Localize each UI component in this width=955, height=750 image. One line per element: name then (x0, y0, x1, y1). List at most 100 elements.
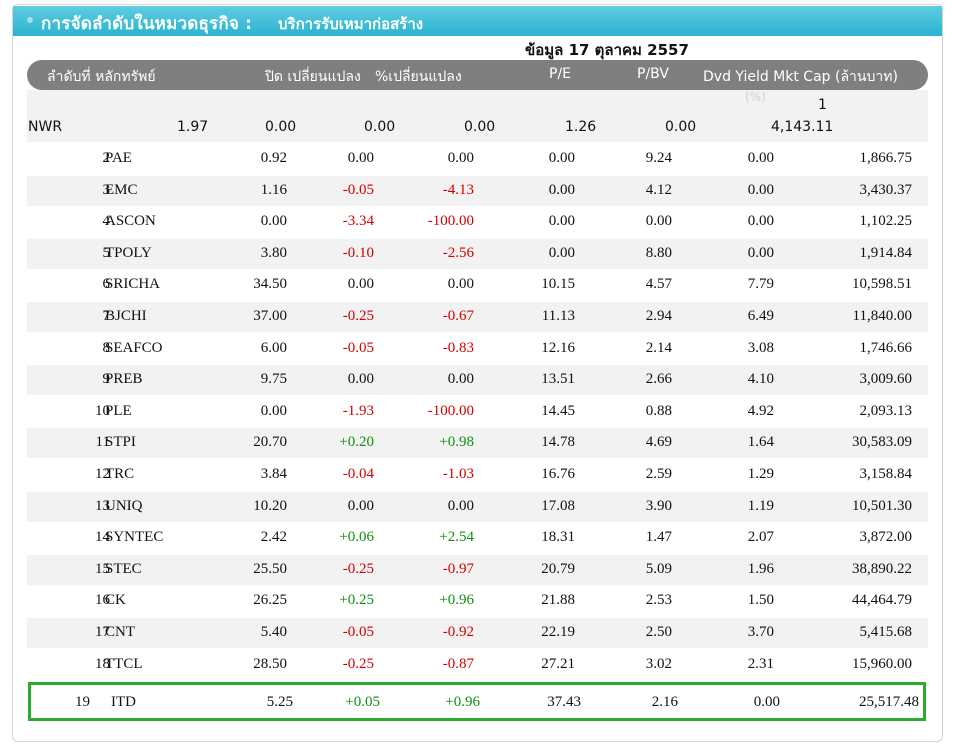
cell-rank: 13 (95, 497, 110, 514)
cell-pbv: 0.00 (645, 213, 672, 230)
cell-dvd-yield: 0.00 (747, 150, 774, 166)
table-row[interactable]: 11 STPI 20.70 +0.20 +0.98 14.78 4.69 1.64 30,583… (27, 428, 928, 459)
cell-pct-change: +2.54 (439, 529, 474, 546)
cell-rank: 4 (102, 213, 111, 230)
title-bar: การจัดลำดับในหมวดธุรกิจ : บริการรับเหมาก… (13, 6, 942, 36)
cell-pe: 27.21 (541, 655, 575, 672)
table-row[interactable]: 10 PLE 0.00 -1.93 -100.00 14.45 0.88 4.92 2,093.… (27, 397, 928, 427)
cell-pe: 0.00 (548, 181, 575, 198)
table-row[interactable]: 18 TTCL 28.50 -0.25 -0.87 27.21 3.02 2.31 15,960… (27, 650, 928, 680)
cell-close: 2.42 (260, 529, 287, 546)
table-row[interactable]: 12 TRC 3.84 -0.04 -1.03 16.76 2.59 1.29 3,158.84 (27, 460, 928, 490)
cell-symbol[interactable]: TTCL (105, 655, 143, 672)
first-row-dvd: 0.00 (665, 119, 697, 135)
cell-pbv: 2.53 (645, 592, 672, 609)
cell-symbol[interactable]: PLE (105, 402, 132, 419)
cell-close: 5.40 (260, 624, 287, 640)
table-row[interactable]: 16 CK 26.25 +0.25 +0.96 21.88 2.53 1.50 44,464.7… (27, 586, 928, 616)
cell-mkt-cap: 1,866.75 (859, 150, 913, 166)
cell-pct-change: 0.00 (447, 276, 474, 293)
cell-symbol[interactable]: ITD (111, 694, 136, 710)
cell-rank: 6 (102, 276, 111, 293)
cell-pct-change: -0.97 (442, 560, 474, 577)
cell-pbv: 3.02 (645, 655, 672, 672)
cell-pbv: 2.14 (645, 339, 672, 356)
cell-symbol[interactable]: PREB (105, 371, 143, 388)
cell-change: -3.34 (342, 213, 374, 230)
cell-dvd-yield: 1.50 (747, 592, 774, 609)
cell-pct-change: -100.00 (427, 213, 474, 230)
table-row[interactable]: 17 CNT 5.40 -0.05 -0.92 22.19 2.50 3.70 5,415.68 (27, 618, 928, 648)
cell-change: -0.25 (342, 655, 374, 672)
cell-rank: 14 (95, 529, 110, 546)
cell-symbol[interactable]: SYNTEC (105, 529, 164, 546)
table-row[interactable]: 13 UNIQ 10.20 0.00 0.00 17.08 3.90 1.19 10,501.3… (27, 491, 928, 522)
cell-pct-change: -4.13 (442, 181, 474, 198)
cell-symbol[interactable]: SRICHA (105, 276, 161, 293)
cell-pct-change: -0.67 (442, 308, 474, 324)
cell-pe: 37.43 (547, 694, 581, 710)
table-row[interactable]: 5 TPOLY 3.80 -0.10 -2.56 0.00 8.80 0.00 1,914.84 (27, 238, 928, 269)
cell-pct-change: +0.96 (439, 592, 474, 609)
cell-change: 0.00 (347, 371, 374, 388)
cell-symbol[interactable]: BJCHI (105, 308, 147, 324)
cell-symbol[interactable]: TRC (105, 466, 135, 482)
sector-name: บริการรับเหมาก่อสร้าง (278, 15, 424, 33)
table-row[interactable]: 14 SYNTEC 2.42 +0.06 +2.54 18.31 1.47 2.07 3,872… (27, 523, 928, 553)
cell-dvd-yield: 0.00 (753, 694, 780, 710)
cell-change: 0.00 (347, 276, 374, 293)
cell-mkt-cap: 10,598.51 (852, 276, 912, 293)
cell-pe: 0.00 (548, 213, 575, 230)
cell-pbv: 4.12 (645, 181, 672, 198)
cell-pe: 11.13 (541, 308, 575, 324)
cell-pbv: 2.66 (645, 371, 672, 388)
cell-close: 28.50 (253, 655, 287, 672)
table-row[interactable]: 3 EMC 1.16 -0.05 -4.13 0.00 4.12 0.00 3,430.37 (27, 175, 928, 206)
cell-pbv: 2.59 (645, 466, 672, 482)
cell-rank: 10 (95, 402, 110, 419)
table-row[interactable]: 6 SRICHA 34.50 0.00 0.00 10.15 4.57 7.79 10,598.… (27, 270, 928, 300)
cell-pbv: 2.94 (645, 308, 672, 324)
cell-pct-change: 0.00 (447, 497, 474, 514)
first-row-mkt: 4,143.11 (771, 119, 834, 135)
cell-dvd-yield: 3.08 (747, 339, 774, 356)
cell-symbol[interactable]: CK (105, 592, 126, 609)
cell-rank: 8 (102, 339, 111, 356)
page-title: การจัดลำดับในหมวดธุรกิจ : (41, 14, 253, 34)
cell-rank: 12 (95, 466, 110, 482)
cell-symbol[interactable]: ASCON (105, 213, 156, 230)
cell-mkt-cap: 30,583.09 (852, 434, 912, 451)
cell-mkt-cap: 3,158.84 (859, 466, 913, 482)
cell-pe: 0.00 (548, 150, 575, 166)
cell-change: -0.04 (342, 466, 374, 482)
cell-symbol[interactable]: PAE (105, 150, 132, 166)
cell-symbol[interactable]: SEAFCO (105, 339, 163, 356)
table-row[interactable]: 2 PAE 0.92 0.00 0.00 0.00 9.24 0.00 1,866.75 (27, 144, 928, 174)
cell-mkt-cap: 38,890.22 (852, 560, 912, 577)
cell-mkt-cap: 1,102.25 (859, 213, 913, 230)
table-row[interactable]: 15 STEC 25.50 -0.25 -0.97 20.79 5.09 1.96 38,890… (27, 554, 928, 585)
table-row[interactable]: 8 SEAFCO 6.00 -0.05 -0.83 12.16 2.14 3.08 1,746.… (27, 334, 928, 364)
cell-symbol[interactable]: STEC (105, 560, 142, 577)
table-row-highlighted[interactable]: 19 ITD 5.25 +0.05 +0.96 37.43 2.16 0.00 … (31, 688, 923, 718)
cell-dvd-yield: 2.31 (747, 655, 774, 672)
cell-dvd-yield: 0.00 (747, 181, 774, 198)
cell-dvd-yield: 4.10 (747, 371, 774, 388)
cell-close: 0.92 (260, 150, 287, 166)
cell-symbol[interactable]: STPI (105, 434, 136, 451)
cell-symbol[interactable]: TPOLY (105, 244, 152, 261)
cell-pbv: 9.24 (645, 150, 672, 166)
table-row-first[interactable] (27, 90, 928, 142)
cell-symbol[interactable]: UNIQ (105, 497, 143, 514)
cell-pe: 0.00 (548, 244, 575, 261)
table-row[interactable]: 7 BJCHI 37.00 -0.25 -0.67 11.13 2.94 6.49 11,840… (27, 302, 928, 332)
header-rank-symbol: ลำดับที่ หลักทรัพย์ (47, 69, 156, 85)
cell-symbol[interactable]: EMC (105, 181, 138, 198)
cell-mkt-cap: 1,746.66 (859, 339, 913, 356)
cell-symbol[interactable]: CNT (105, 624, 135, 640)
cell-pbv: 2.16 (651, 694, 678, 710)
table-row[interactable]: 9 PREB 9.75 0.00 0.00 13.51 2.66 4.10 3,009.60 (27, 365, 928, 396)
table-header: ลำดับที่ หลักทรัพย์ ปิด เปลี่ยนแปลง %เปล… (27, 60, 928, 90)
highlight-box: 19 ITD 5.25 +0.05 +0.96 37.43 2.16 0.00 … (28, 682, 926, 721)
table-row[interactable]: 4 ASCON 0.00 -3.34 -100.00 0.00 0.00 0.00 1,102.… (27, 207, 928, 237)
